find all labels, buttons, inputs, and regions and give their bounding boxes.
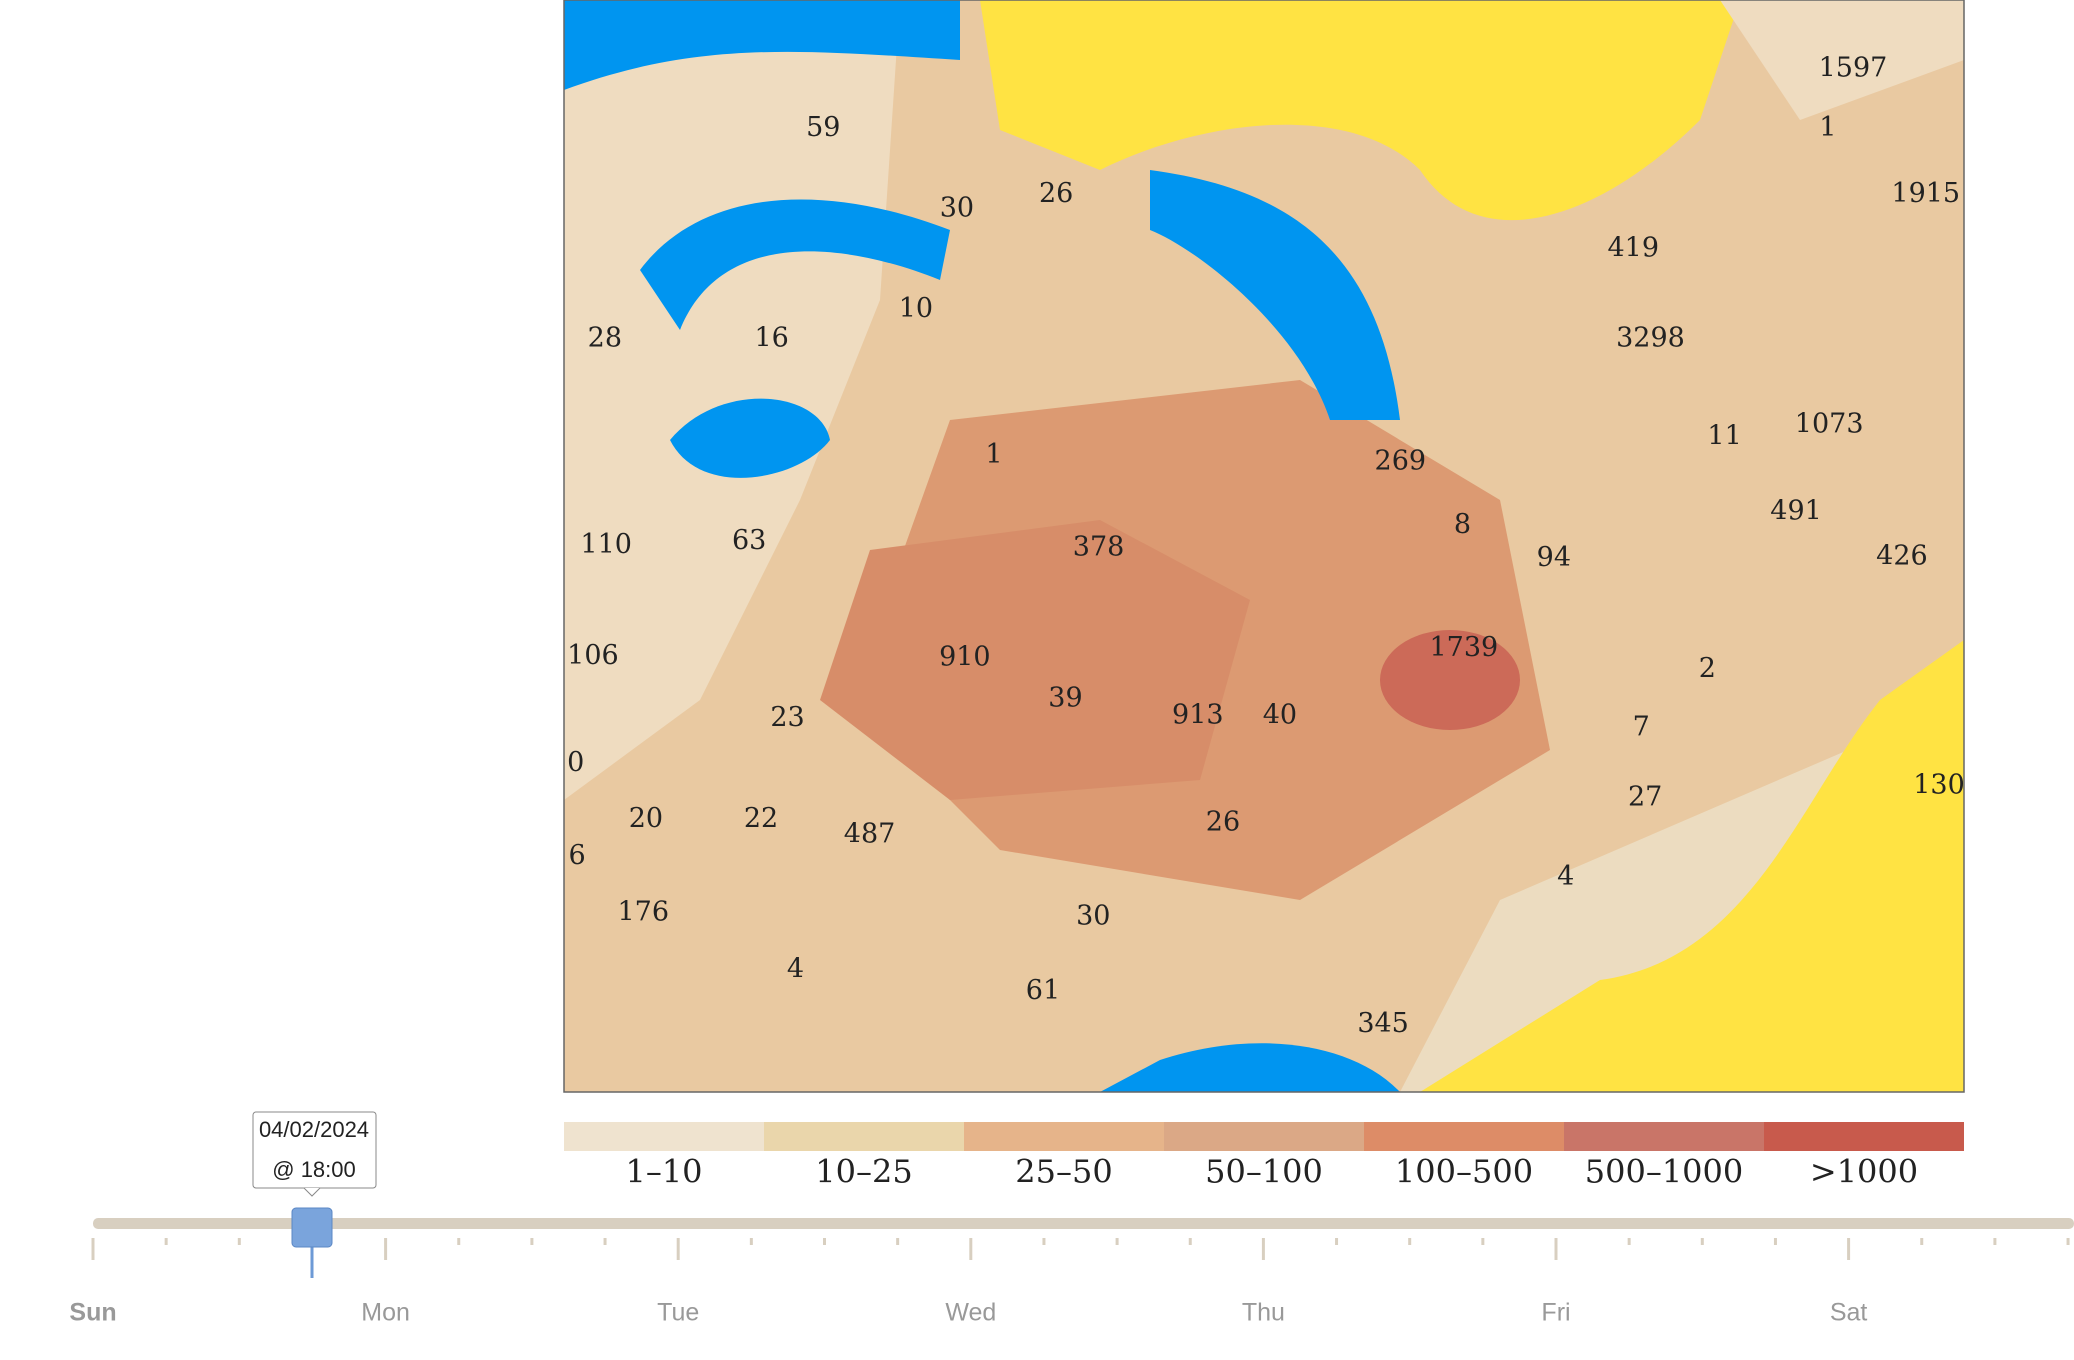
- day-label[interactable]: Mon: [361, 1299, 410, 1327]
- map-value-label: 59: [806, 112, 840, 143]
- map-value-label: 40: [1263, 700, 1297, 731]
- map-value-label: 26: [1039, 178, 1073, 209]
- map-value-label: 426: [1876, 541, 1928, 572]
- map-value-label: 94: [1537, 542, 1571, 573]
- map-value-label: 22: [744, 803, 778, 834]
- legend-swatch: [1364, 1122, 1564, 1151]
- map-value-label: 106: [567, 640, 619, 671]
- map-value-label: 130: [1913, 770, 1965, 801]
- day-label[interactable]: Fri: [1541, 1299, 1570, 1327]
- map-value-label: 26: [1206, 807, 1240, 838]
- map-value-label: 910: [939, 641, 991, 672]
- tooltip-pointer: [303, 1187, 321, 1197]
- legend-swatch: [1764, 1122, 1964, 1151]
- map-value-label: 176: [617, 897, 669, 928]
- map-value-label: 110: [580, 529, 632, 560]
- legend-swatch: [1164, 1122, 1364, 1151]
- map-value-label: 4: [787, 954, 804, 985]
- legend-swatch: [964, 1122, 1164, 1151]
- legend-label: 10–25: [815, 1153, 912, 1191]
- map-value-label: 6: [568, 840, 585, 871]
- legend-label: 500–1000: [1585, 1153, 1744, 1191]
- map-value-label: 419: [1607, 232, 1659, 263]
- map-value-label: 0: [567, 747, 584, 778]
- tooltip-time: @ 18:00: [272, 1157, 356, 1182]
- day-label[interactable]: Thu: [1242, 1299, 1285, 1327]
- map-value-label: 1739: [1429, 632, 1498, 663]
- map-value-label: 30: [1076, 901, 1110, 932]
- map-value-label: 378: [1073, 531, 1125, 562]
- map-value-label: 913: [1172, 700, 1224, 731]
- map-value-label: 1073: [1795, 408, 1864, 439]
- map-value-label: 61: [1026, 975, 1060, 1006]
- slider-handle[interactable]: [291, 1207, 333, 1248]
- map-value-label: 39: [1048, 682, 1082, 713]
- map-value-label: 11: [1707, 420, 1741, 451]
- map-value-label: 8: [1454, 509, 1471, 540]
- legend-swatch: [564, 1122, 764, 1151]
- legend-label: >1000: [1810, 1153, 1918, 1191]
- day-label[interactable]: Tue: [657, 1299, 699, 1327]
- day-label[interactable]: Sat: [1830, 1299, 1868, 1327]
- map-value-label: 28: [588, 322, 622, 353]
- legend-label: 1–10: [625, 1153, 702, 1191]
- map-value-label: 23: [770, 702, 804, 733]
- day-label[interactable]: Wed: [945, 1299, 996, 1327]
- timeline-track[interactable]: [93, 1218, 2074, 1229]
- map-value-label: 20: [629, 803, 663, 834]
- map-value-label: 10: [899, 293, 933, 324]
- map[interactable]: [564, 0, 1964, 1092]
- map-value-label: 7: [1633, 711, 1650, 742]
- map-value-label: 63: [732, 525, 766, 556]
- map-value-label: 1: [1819, 112, 1836, 143]
- legend-label: 25–50: [1015, 1153, 1112, 1191]
- map-value-label: 16: [754, 322, 788, 353]
- map-value-label: 30: [940, 193, 974, 224]
- map-value-label: 1915: [1891, 178, 1960, 209]
- map-frame: [563, 0, 1965, 1093]
- map-value-label: 269: [1375, 445, 1427, 476]
- map-value-label: 3298: [1616, 322, 1685, 353]
- legend-swatch: [764, 1122, 964, 1151]
- map-value-label: 1: [985, 439, 1002, 470]
- tooltip-date: 04/02/2024: [259, 1117, 369, 1142]
- map-value-label: 2: [1699, 653, 1716, 684]
- map-value-label: 1597: [1819, 52, 1888, 83]
- legend-label: 50–100: [1205, 1153, 1323, 1191]
- map-value-label: 27: [1628, 782, 1662, 813]
- map-value-label: 487: [844, 819, 896, 850]
- map-value-label: 4: [1557, 861, 1574, 892]
- map-value-label: 345: [1357, 1008, 1409, 1039]
- map-value-label: 491: [1770, 496, 1822, 527]
- legend-swatch: [1564, 1122, 1764, 1151]
- day-label[interactable]: Sun: [69, 1299, 116, 1327]
- legend-label: 100–500: [1395, 1153, 1533, 1191]
